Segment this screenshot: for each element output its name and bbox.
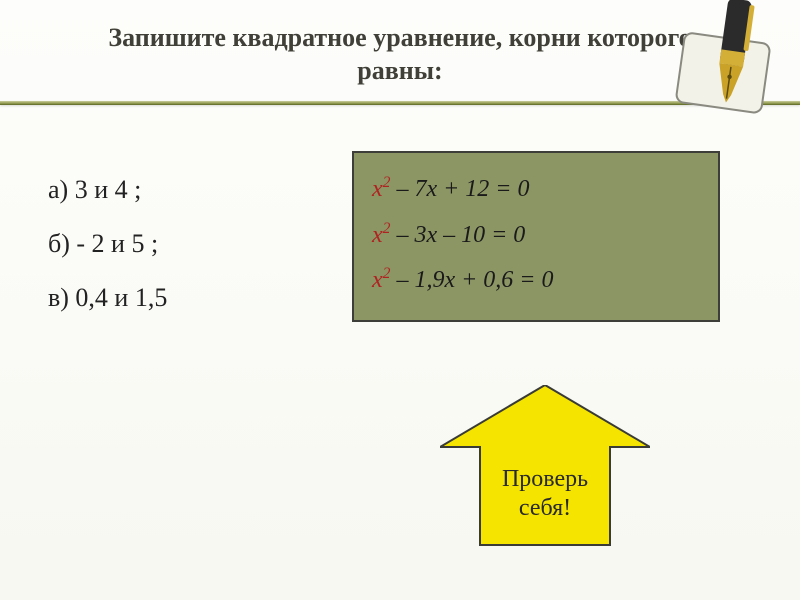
slide-title: Запишите квадратное уравнение, корни кот… [100, 22, 700, 87]
arrow-label: Проверь себя! [440, 465, 650, 523]
arrow-label-line1: Проверь [502, 466, 588, 492]
content-area: а) 3 и 4 ; б) - 2 и 5 ; в) 0,4 и 1,5 x2 … [0, 105, 800, 585]
answers-box: x2 – 7x + 12 = 0 x2 – 3x – 10 = 0 x2 – 1… [352, 151, 720, 322]
answer-x2: x2 [372, 222, 390, 248]
task-item: в) 0,4 и 1,5 [48, 283, 167, 313]
answer-rest: – 1,9x + 0,6 = 0 [390, 267, 553, 293]
answer-rest: – 3x – 10 = 0 [390, 222, 525, 248]
answer-x2: x2 [372, 176, 390, 202]
check-yourself-arrow: Проверь себя! [440, 385, 650, 560]
task-item: а) 3 и 4 ; [48, 175, 167, 205]
task-item: б) - 2 и 5 ; [48, 229, 167, 259]
answer-line: x2 – 1,9x + 0,6 = 0 [372, 258, 700, 304]
answer-rest: – 7x + 12 = 0 [390, 176, 529, 202]
answer-x2: x2 [372, 267, 390, 293]
task-list: а) 3 и 4 ; б) - 2 и 5 ; в) 0,4 и 1,5 [48, 175, 167, 337]
arrow-label-line2: себя! [519, 495, 571, 521]
answer-line: x2 – 7x + 12 = 0 [372, 167, 700, 213]
answer-line: x2 – 3x – 10 = 0 [372, 213, 700, 259]
